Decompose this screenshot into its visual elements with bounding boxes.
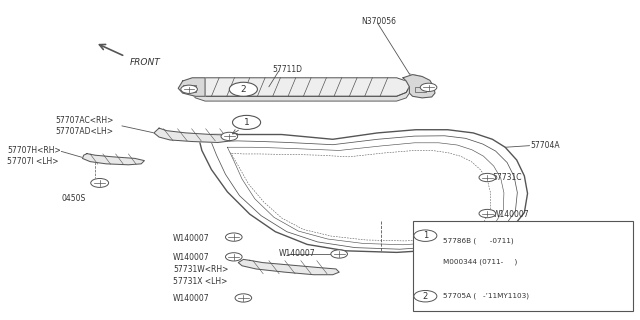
Circle shape [91, 179, 109, 188]
Polygon shape [238, 260, 339, 275]
Text: 57731W<RH>: 57731W<RH> [173, 265, 228, 275]
Polygon shape [154, 128, 234, 142]
Circle shape [479, 173, 495, 182]
Text: W140007: W140007 [173, 294, 210, 303]
Text: 57707AD<LH>: 57707AD<LH> [55, 127, 113, 136]
Circle shape [225, 233, 242, 241]
Polygon shape [178, 78, 205, 96]
Text: W140007: W140007 [173, 253, 210, 262]
Circle shape [420, 83, 437, 92]
Text: W140007: W140007 [492, 210, 529, 219]
Text: 57705A (   -’11MY1103): 57705A ( -’11MY1103) [444, 293, 529, 300]
Circle shape [479, 209, 495, 218]
Text: W140007: W140007 [173, 234, 210, 243]
Text: 57707H<RH>: 57707H<RH> [7, 146, 61, 155]
Bar [183, 85, 196, 92]
Text: 57704A: 57704A [531, 141, 561, 150]
Polygon shape [191, 87, 410, 101]
Text: 57731C: 57731C [492, 173, 522, 182]
Circle shape [229, 82, 257, 96]
Text: 1: 1 [244, 118, 250, 127]
Text: 57731X <LH>: 57731X <LH> [173, 276, 227, 285]
Circle shape [414, 230, 437, 241]
Text: 0450S: 0450S [61, 194, 86, 203]
Text: 57786B (      -0711): 57786B ( -0711) [444, 237, 514, 244]
Circle shape [414, 291, 437, 302]
Text: 2: 2 [241, 85, 246, 94]
Circle shape [235, 294, 252, 302]
Polygon shape [198, 130, 527, 252]
Circle shape [225, 253, 242, 261]
Circle shape [331, 250, 348, 258]
Polygon shape [191, 78, 410, 96]
Text: 57707AC<RH>: 57707AC<RH> [55, 116, 113, 125]
Circle shape [180, 85, 197, 93]
Text: FRONT: FRONT [130, 58, 161, 67]
Text: 57707I <LH>: 57707I <LH> [7, 157, 59, 166]
Circle shape [221, 132, 237, 140]
Bar [415, 87, 426, 92]
Text: N370056: N370056 [362, 17, 397, 26]
Circle shape [232, 116, 260, 129]
Text: M000344 (0711-     ): M000344 (0711- ) [444, 258, 518, 265]
Text: 57711D: 57711D [272, 65, 302, 74]
Bar [413, 220, 633, 311]
Text: A591001216: A591001216 [581, 305, 630, 314]
Polygon shape [83, 154, 145, 165]
Text: W140007: W140007 [278, 250, 315, 259]
Text: 2: 2 [423, 292, 428, 301]
Text: 1: 1 [423, 231, 428, 240]
Polygon shape [403, 75, 435, 98]
